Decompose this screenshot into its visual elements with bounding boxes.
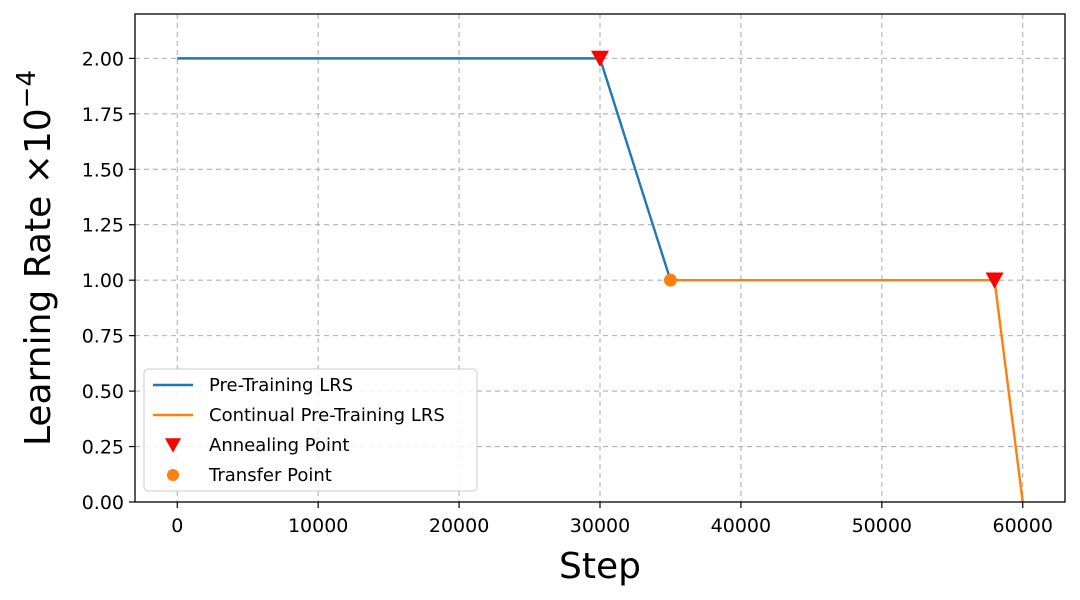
y-tick-label: 0.50: [82, 381, 124, 403]
y-tick-label: 1.00: [82, 270, 124, 292]
y-tick-label: 0.25: [82, 437, 124, 459]
y-axis-label-exponent: −4: [12, 70, 42, 108]
y-tick-label: 1.75: [82, 104, 124, 126]
legend-label: Continual Pre-Training LRS: [209, 405, 445, 426]
annealing-point-marker: [591, 50, 609, 67]
y-axis-label-main: Learning Rate ×10: [18, 108, 59, 446]
transfer-point-marker: [663, 273, 677, 287]
legend: Pre-Training LRS Continual Pre-Training L…: [143, 368, 478, 492]
legend-box: [143, 368, 478, 492]
x-tick-label: 0: [171, 515, 183, 537]
x-tick-label: 20000: [429, 515, 489, 537]
x-tick-label: 10000: [288, 515, 348, 537]
x-tick-label: 50000: [852, 515, 912, 537]
legend-circle-swatch: [167, 469, 179, 481]
x-tick-label: 30000: [570, 515, 630, 537]
y-axis-ticks: 0.00 0.25 0.50 0.75 1.00 1.25 1.50 1.75 2.00: [82, 48, 135, 514]
x-axis-label: Step: [559, 546, 641, 587]
legend-triangle-swatch: [165, 438, 181, 453]
x-tick-label: 60000: [993, 515, 1053, 537]
x-axis-ticks: 0 10000 20000 30000 40000 50000 60000: [171, 502, 1053, 537]
x-tick-label: 40000: [711, 515, 771, 537]
y-tick-label: 0.00: [82, 492, 124, 514]
y-tick-label: 1.25: [82, 215, 124, 237]
y-tick-label: 1.50: [82, 159, 124, 181]
legend-label: Pre-Training LRS: [209, 375, 353, 396]
y-tick-label: 0.75: [82, 326, 124, 348]
legend-label: Annealing Point: [209, 435, 349, 456]
point-markers: [591, 50, 1004, 289]
y-axis-label: Learning Rate ×10−4: [12, 70, 59, 446]
y-tick-label: 2.00: [82, 48, 124, 70]
legend-label: Transfer Point: [208, 465, 332, 486]
annealing-point-marker: [985, 272, 1004, 289]
